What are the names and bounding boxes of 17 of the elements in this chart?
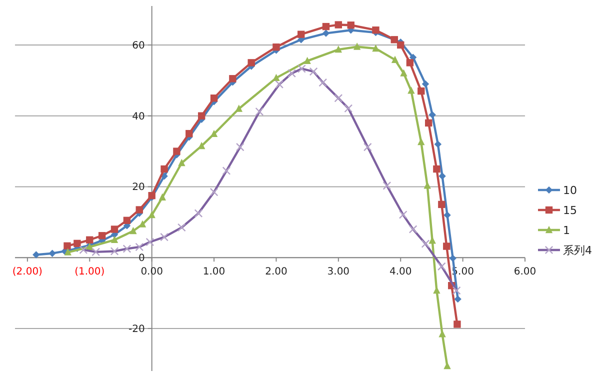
y-tick-label: 40 [132,111,145,122]
legend-label: 10 [563,184,577,197]
x-tick-label: 6.00 [514,266,536,278]
legend-label: 1 [563,224,570,237]
x-tick-label: 4.00 [389,266,412,278]
y-tick-label: 20 [132,182,145,194]
legend-label: 15 [563,204,577,217]
legend-label: 系列4 [563,244,592,257]
x-tick-label: (2.00) [12,266,43,278]
x-tick-label: 3.00 [327,266,350,278]
y-tick-label: 60 [132,40,145,52]
x-tick-label: 1.00 [202,266,226,278]
x-tick-label: 2.00 [265,266,288,278]
y-tick-label: 0 [138,253,145,264]
x-tick-label: 0.00 [140,266,163,278]
y-tick-label: -20 [128,324,145,335]
x-tick-label: (1.00) [74,266,105,278]
